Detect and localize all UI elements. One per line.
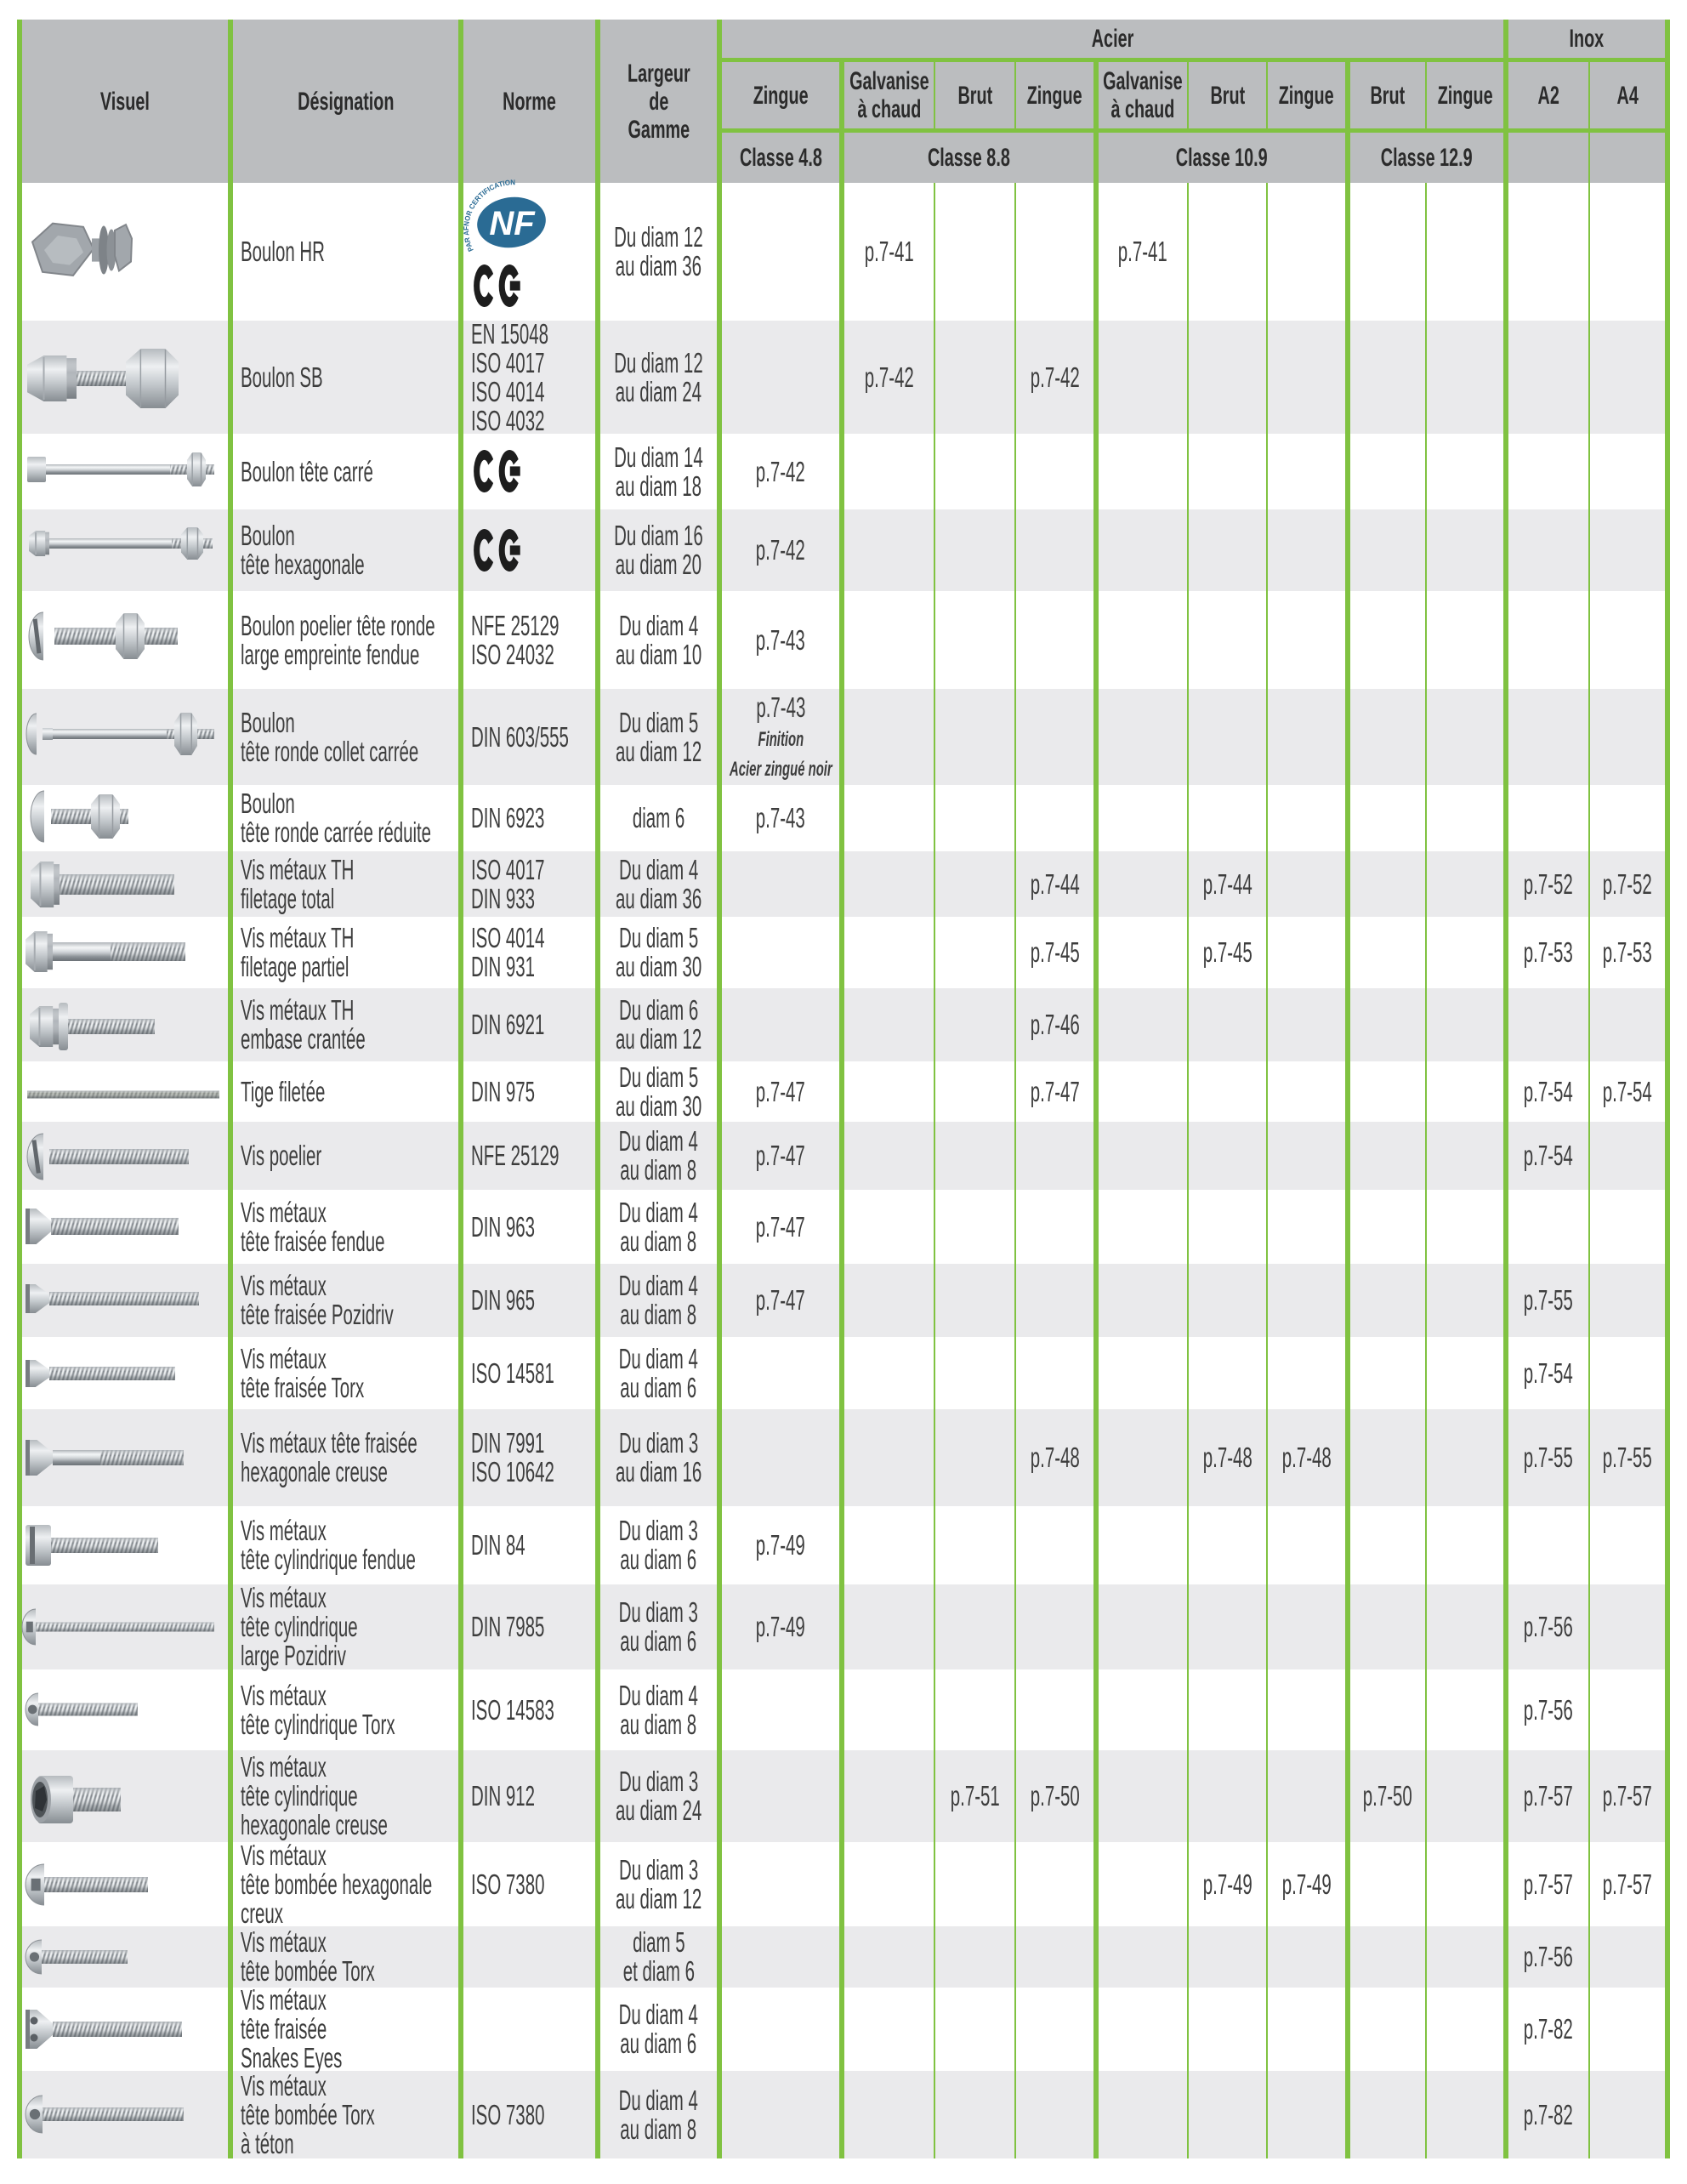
svg-text:NF: NF	[489, 205, 536, 242]
